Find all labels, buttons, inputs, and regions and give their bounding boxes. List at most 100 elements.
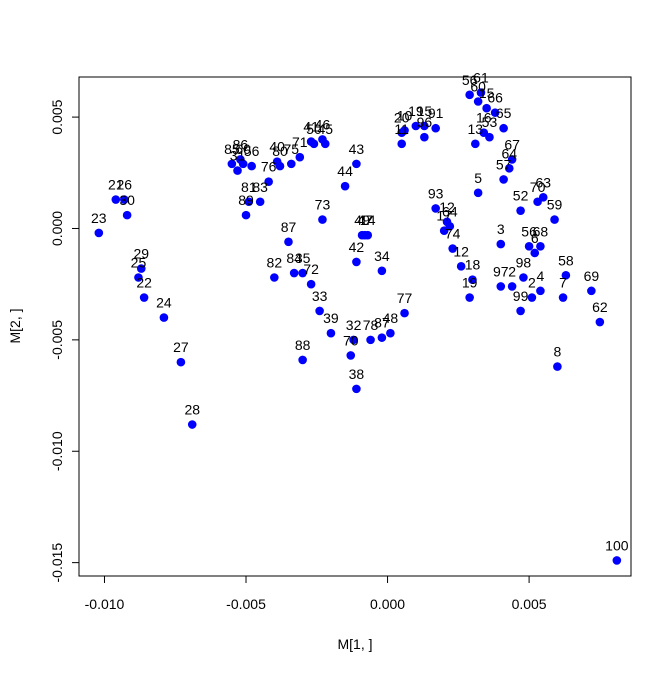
point-label: 21 (108, 177, 124, 193)
y-tick-label: -0.005 (49, 320, 65, 360)
point-label: 48 (383, 310, 399, 326)
point-label: 19 (462, 275, 478, 291)
point-label: 2 (508, 263, 516, 279)
point-label: 78 (363, 317, 379, 333)
point-label: 61 (473, 70, 489, 86)
data-point (309, 139, 319, 149)
data-point (318, 215, 327, 224)
plot-frame (78, 76, 632, 577)
point-label: 16 (476, 110, 492, 126)
y-tick-label: -0.010 (49, 431, 65, 471)
data-point (284, 237, 293, 247)
point-label: 98 (516, 254, 532, 270)
point-label: 4 (537, 268, 545, 284)
data-point (490, 108, 500, 117)
point-label: 34 (374, 248, 390, 264)
data-point (499, 123, 508, 133)
data-point (306, 279, 316, 289)
point-label: 26 (117, 177, 133, 193)
point-label: 75 (284, 141, 300, 157)
point-label: 40 (269, 139, 285, 155)
point-label: 10 (397, 107, 413, 123)
data-point (352, 159, 361, 169)
point-label: 62 (592, 299, 608, 315)
point-label: 35 (295, 250, 311, 266)
data-point (496, 282, 506, 291)
point-label: 72 (303, 261, 319, 277)
point-label: 93 (428, 185, 444, 201)
data-point (507, 155, 517, 164)
point-label: 3 (497, 221, 505, 237)
data-point (420, 121, 429, 131)
data-point (553, 362, 562, 371)
data-point (496, 239, 506, 249)
data-point (536, 286, 545, 296)
point-label: 58 (558, 252, 574, 268)
data-point (524, 242, 534, 251)
data-point (134, 273, 143, 282)
data-point (519, 273, 528, 282)
point-label: 71 (292, 134, 308, 150)
data-point (536, 242, 545, 251)
point-labels-layer: 2321263029252224272885318660568189837640… (91, 70, 629, 554)
point-label: 80 (272, 143, 288, 159)
point-label: 12 (453, 243, 469, 259)
point-label: 66 (487, 90, 503, 106)
data-point (400, 126, 409, 135)
point-label: 57 (496, 156, 512, 172)
data-point (111, 195, 121, 204)
data-point (94, 228, 104, 238)
data-point (255, 197, 265, 207)
point-label: 68 (533, 223, 549, 239)
data-point (561, 270, 571, 280)
point-label: 70 (530, 179, 546, 195)
data-point (516, 206, 525, 215)
point-label: 70 (343, 332, 359, 348)
point-label: 22 (136, 275, 152, 291)
data-point (456, 262, 466, 271)
data-point (377, 266, 387, 276)
point-label: 18 (465, 257, 481, 273)
point-label: 82 (267, 254, 283, 270)
point-label: 15 (417, 103, 433, 119)
data-point (247, 161, 256, 171)
point-label: 56 (462, 72, 478, 88)
point-label: 56 (244, 143, 260, 159)
data-point (431, 123, 440, 133)
data-point (270, 273, 279, 282)
data-point (315, 306, 324, 316)
data-point (420, 132, 429, 142)
data-point (482, 103, 491, 113)
data-point (595, 317, 605, 327)
data-point (122, 210, 132, 220)
data-point (530, 248, 540, 258)
data-point (187, 420, 197, 429)
data-point (550, 215, 559, 224)
point-label: 38 (349, 366, 365, 382)
point-label: 86 (233, 136, 249, 152)
point-label: 65 (496, 105, 512, 121)
data-point (476, 88, 486, 97)
data-point (377, 333, 387, 342)
x-tick-label: 0.005 (512, 596, 547, 612)
data-point (326, 328, 336, 338)
data-point (241, 210, 251, 220)
data-point (485, 132, 494, 142)
x-tick-label: -0.005 (226, 596, 266, 612)
point-label: 17 (436, 208, 452, 224)
data-point (439, 226, 449, 236)
data-point (612, 556, 622, 565)
data-point (139, 293, 149, 302)
point-label: 91 (428, 105, 444, 121)
data-point (397, 139, 407, 149)
data-point (346, 351, 356, 360)
y-tick-label: -0.015 (49, 543, 65, 583)
points-layer (94, 88, 622, 565)
point-label: 67 (504, 136, 520, 152)
point-label: 27 (173, 339, 189, 355)
data-point (448, 244, 457, 253)
y-axis-title: M[2, ] (7, 308, 23, 343)
point-label: 39 (323, 310, 339, 326)
data-point (516, 306, 525, 316)
